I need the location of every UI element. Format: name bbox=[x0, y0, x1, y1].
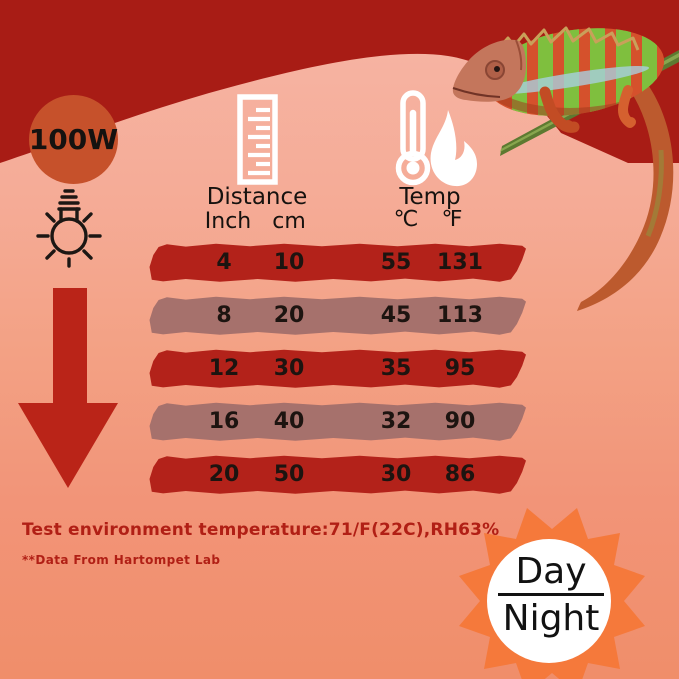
distance-header: Distance bbox=[206, 184, 308, 210]
cell-inch: 8 bbox=[216, 303, 232, 328]
cell-inch: 12 bbox=[208, 356, 240, 381]
cell-fahrenheit: 90 bbox=[444, 409, 476, 434]
day-label: Day bbox=[515, 551, 587, 592]
column-header-celsius: ℃ bbox=[393, 207, 419, 232]
day-night-badge bbox=[487, 539, 611, 663]
chameleon-illustration bbox=[452, 16, 679, 311]
down-arrow-icon bbox=[18, 288, 118, 488]
table-row: 20 50 30 86 bbox=[149, 455, 526, 494]
cell-cm: 30 bbox=[273, 356, 305, 381]
table-row: 8 20 45 113 bbox=[149, 296, 526, 335]
table-row: 4 10 55 131 bbox=[149, 243, 526, 282]
cell-cm: 10 bbox=[273, 250, 305, 275]
table-row: 12 30 35 95 bbox=[149, 349, 526, 388]
cell-inch: 4 bbox=[216, 250, 232, 275]
cell-celsius: 35 bbox=[380, 356, 412, 381]
cell-celsius: 55 bbox=[380, 250, 412, 275]
cell-fahrenheit: 113 bbox=[437, 303, 483, 328]
temp-header: Temp bbox=[399, 184, 461, 210]
ruler-icon bbox=[237, 94, 278, 185]
test-environment-note: Test environment temperature:71/F(22C),R… bbox=[22, 520, 500, 540]
cell-fahrenheit: 95 bbox=[444, 356, 476, 381]
table-row: 16 40 32 90 bbox=[149, 402, 526, 441]
cell-fahrenheit: 131 bbox=[437, 250, 483, 275]
cell-cm: 50 bbox=[273, 462, 305, 487]
cell-inch: 20 bbox=[208, 462, 240, 487]
cell-cm: 20 bbox=[273, 303, 305, 328]
cell-inch: 16 bbox=[208, 409, 240, 434]
data-source-note: **Data From Hartompet Lab bbox=[22, 553, 221, 567]
wattage-label: 100W bbox=[28, 123, 119, 156]
wattage-badge: 100W bbox=[29, 95, 118, 184]
day-night-divider bbox=[498, 593, 604, 596]
cell-celsius: 30 bbox=[380, 462, 412, 487]
cell-cm: 40 bbox=[273, 409, 305, 434]
column-header-cm: cm bbox=[272, 209, 306, 234]
cell-celsius: 32 bbox=[380, 409, 412, 434]
thermometer-flame-icon bbox=[395, 90, 477, 187]
flame-glyph bbox=[430, 110, 477, 187]
column-header-inch: Inch bbox=[204, 209, 252, 234]
column-header-fahrenheit: ℉ bbox=[441, 207, 463, 232]
cell-fahrenheit: 86 bbox=[444, 462, 476, 487]
light-bulb-icon bbox=[36, 189, 102, 268]
cell-celsius: 45 bbox=[380, 303, 412, 328]
night-label: Night bbox=[502, 598, 600, 639]
